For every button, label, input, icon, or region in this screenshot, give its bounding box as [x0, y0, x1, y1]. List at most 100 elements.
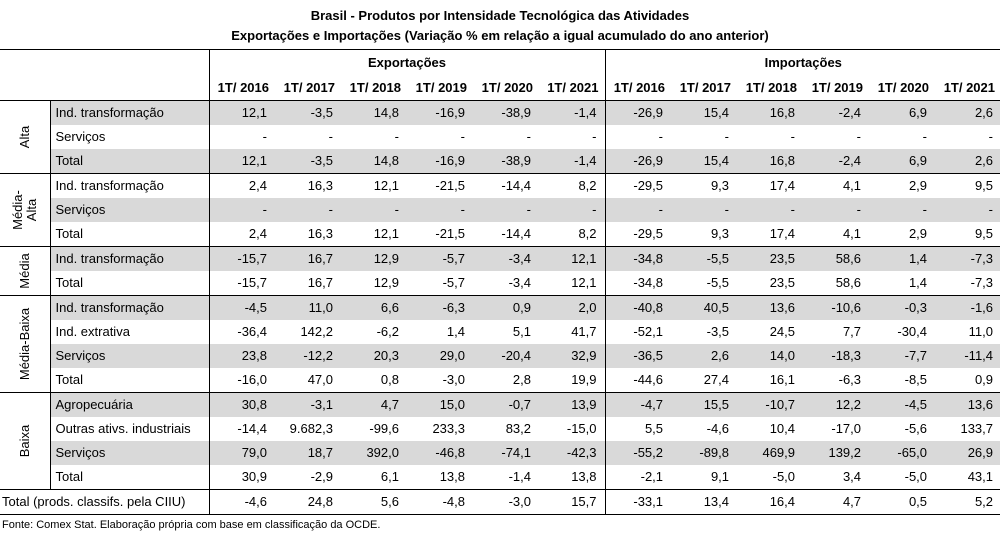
data-cell: - — [988, 129, 994, 144]
data-cell: -5,7 — [407, 246, 473, 271]
data-cell: - — [341, 198, 407, 222]
data-cell: 4,7 — [803, 489, 870, 515]
data-cell: 58,6 — [803, 246, 870, 271]
data-cell: 83,2 — [505, 421, 531, 436]
data-cell: -3,5 — [275, 100, 341, 125]
data-cell: 4,7 — [341, 392, 407, 417]
data-cell: - — [922, 129, 928, 144]
section-label-cell: Média-Baixa — [0, 295, 51, 393]
table-row: Ind. extrativa -36,4 142,2 -6,2 1,4 5,1 41,7 -5… — [0, 320, 1000, 344]
group-header-exportacoes: Exportações — [209, 49, 606, 75]
data-cell: 79,0 — [209, 441, 275, 465]
data-cell: 23,8 — [209, 344, 275, 368]
data-cell: -4,8 — [407, 489, 473, 515]
section-label-cell: Baixa — [0, 392, 51, 490]
data-cell: -2,4 — [803, 149, 870, 174]
data-cell: 2,9 — [869, 173, 936, 198]
section-label-cell: Média- Alta — [0, 173, 51, 247]
section-label-cell: Média — [0, 246, 51, 296]
data-cell: 41,7 — [539, 320, 606, 344]
table-row: Média- Alta Ind. transformação 2,4 16,3 12,1… — [0, 173, 1000, 247]
data-cell: -5,5 — [671, 246, 738, 271]
data-cell: -26,9 — [605, 100, 672, 125]
table-row: Baixa Agropecuária 30,8 -3,1 4,7 15,0 -0,7 13,9… — [0, 392, 1000, 490]
data-cell: 12,1 — [539, 246, 606, 271]
data-cell: 23,5 — [737, 246, 804, 271]
data-cell: 8,2 — [539, 173, 606, 198]
data-cell: -11,4 — [935, 344, 1000, 368]
section-label: Média — [16, 253, 32, 289]
data-cell: -38,9 — [473, 149, 539, 174]
column-header: 1T/ 2019 — [407, 75, 473, 101]
data-cell: -1,6 — [935, 295, 1000, 320]
data-cell: 3,4 — [842, 469, 862, 484]
data-cell: -16,0 — [237, 372, 267, 387]
column-header: 1T/ 2017 — [275, 75, 341, 101]
data-cell: - — [790, 129, 796, 144]
data-cell: 11,0 — [275, 295, 341, 320]
data-cell: -3,1 — [275, 392, 341, 417]
data-cell: -99,6 — [369, 421, 399, 436]
data-cell: 1,4 — [908, 275, 928, 290]
data-cell: - — [539, 198, 606, 222]
data-cell: -4,5 — [869, 392, 936, 417]
data-cell: -1,4 — [508, 469, 531, 484]
data-cell: 2,6 — [935, 149, 1000, 174]
data-cell: - — [262, 129, 267, 144]
data-cell: 12,9 — [341, 246, 407, 271]
data-cell: 17,4 — [737, 173, 804, 198]
data-cell: -2,1 — [640, 469, 664, 484]
data-cell: 16,3 — [307, 226, 333, 241]
data-cell: 133,7 — [960, 421, 994, 436]
data-cell: -52,1 — [633, 324, 664, 339]
data-cell: - — [658, 129, 664, 144]
data-cell: 14,8 — [341, 149, 407, 174]
data-cell: - — [460, 129, 465, 144]
data-cell: -36,4 — [237, 324, 267, 339]
data-cell: -1,4 — [539, 149, 606, 174]
data-cell: 2,0 — [539, 295, 606, 320]
data-cell: -3,0 — [442, 372, 465, 387]
data-cell: 0,9 — [974, 372, 994, 387]
data-cell: -21,5 — [435, 226, 465, 241]
data-cell: 12,1 — [341, 173, 407, 198]
data-cell: 12,9 — [373, 275, 399, 290]
table-row: Alta Ind. transformação 12,1 -3,5 14,8 -16,9-… — [0, 100, 1000, 174]
data-cell: -10,7 — [737, 392, 804, 417]
data-cell: -15,0 — [539, 417, 606, 441]
data-cell: -55,2 — [605, 441, 672, 465]
data-cell: - — [671, 198, 738, 222]
data-cell: 47,0 — [307, 372, 333, 387]
data-cell: 2,4 — [209, 173, 275, 198]
grand-total-label: Total (prods. classifs. pela CIIU) — [0, 489, 210, 515]
column-header: 1T/ 2016 — [209, 75, 275, 101]
column-header: 1T/ 2020 — [473, 75, 539, 101]
table-row: Média Ind. transformação -15,7 16,7 12,9 -5,7… — [0, 246, 1000, 296]
data-cell: - — [803, 198, 870, 222]
data-cell: 392,0 — [341, 441, 407, 465]
data-cell: 0,9 — [473, 295, 539, 320]
data-cell: -6,2 — [376, 324, 399, 339]
footnote: Fonte: Comex Stat. Elaboração própria co… — [2, 519, 381, 531]
data-cell: -5,0 — [904, 469, 928, 484]
data-cell: 142,2 — [300, 324, 333, 339]
data-cell: -33,1 — [605, 489, 672, 515]
data-cell: - — [275, 198, 341, 222]
data-cell: 15,4 — [671, 149, 738, 174]
column-header: 1T/ 2020 — [869, 75, 936, 101]
row-label: Total — [50, 149, 210, 174]
data-cell: 469,9 — [737, 441, 804, 465]
group-header-importacoes: Importações — [605, 49, 1000, 75]
data-cell: -34,8 — [605, 246, 672, 271]
data-cell: 5,6 — [341, 489, 407, 515]
data-cell: 13,9 — [539, 392, 606, 417]
data-cell: 58,6 — [835, 275, 862, 290]
data-cell: -36,5 — [605, 344, 672, 368]
data-cell: -10,6 — [803, 295, 870, 320]
row-label: Ind. transformação — [50, 295, 210, 320]
data-cell: 10,4 — [769, 421, 796, 436]
data-cell: -3,4 — [508, 275, 531, 290]
column-header: 1T/ 2021 — [935, 75, 1000, 101]
data-cell: -2,9 — [310, 469, 333, 484]
data-cell: -18,3 — [803, 344, 870, 368]
